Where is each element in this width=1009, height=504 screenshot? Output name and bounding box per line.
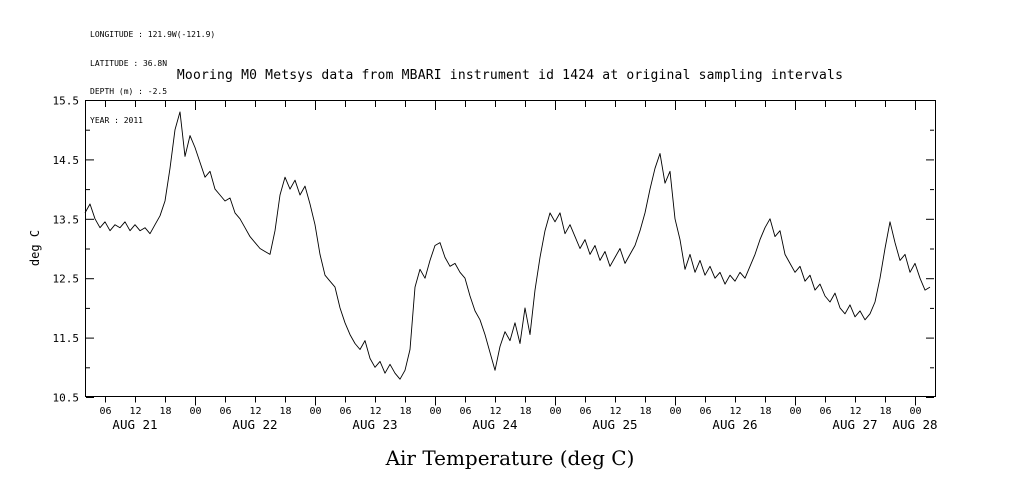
hour-tick-label: 18 — [519, 406, 531, 417]
plot-frame — [85, 100, 936, 397]
day-label: AUG 25 — [592, 417, 637, 432]
metadata-line-latitude: LATITUDE : 36.8N — [90, 58, 168, 68]
y-tick-label: 10.5 — [53, 392, 80, 405]
day-label: AUG 24 — [472, 417, 517, 432]
metadata-line-longitude: LONGITUDE : 121.9W(-121.9) — [90, 30, 216, 39]
metadata-line-year: YEAR : 2011 — [90, 115, 143, 125]
hour-tick-label: 18 — [759, 406, 771, 417]
y-tick-label: 11.5 — [53, 332, 80, 345]
day-label: AUG 28 — [892, 417, 937, 432]
hour-tick-label: 12 — [849, 406, 861, 417]
day-label: AUG 27 — [832, 417, 877, 432]
chart-title: Mooring M0 Metsys data from MBARI instru… — [176, 68, 844, 83]
metadata-line-depth: DEPTH (m) : -2.5 — [90, 87, 168, 96]
hour-tick-label: 06 — [579, 406, 591, 417]
hour-tick-label: 06 — [339, 406, 351, 417]
hour-tick-label: 12 — [609, 406, 621, 417]
y-tick-label: 13.5 — [53, 213, 80, 226]
x-axis-label: Air Temperature (deg C) — [385, 446, 635, 470]
hour-tick-label: 18 — [399, 406, 411, 417]
hour-tick-label: 12 — [249, 406, 261, 417]
hour-tick-label: 00 — [189, 406, 201, 417]
hour-tick-label: 12 — [729, 406, 741, 417]
day-label: AUG 26 — [712, 417, 757, 432]
hour-tick-label: 06 — [459, 406, 471, 417]
hour-tick-label: 12 — [129, 406, 141, 417]
hour-tick-label: 18 — [639, 406, 651, 417]
y-tick-label: 15.5 — [53, 95, 80, 108]
y-tick-label: 14.5 — [53, 154, 80, 167]
hour-tick-label: 18 — [159, 406, 171, 417]
day-label: AUG 23 — [352, 417, 397, 432]
hour-tick-label: 18 — [279, 406, 291, 417]
day-label: AUG 21 — [112, 417, 157, 432]
hour-tick-label: 00 — [549, 406, 561, 417]
hour-tick-label: 06 — [99, 406, 111, 417]
metadata-box: LONGITUDE : 121.9W(-121.9) LATITUDE : 36… — [90, 11, 215, 144]
hour-tick-label: 12 — [369, 406, 381, 417]
hour-tick-label: 00 — [429, 406, 441, 417]
hour-tick-label: 00 — [669, 406, 681, 417]
hour-tick-label: 00 — [789, 406, 801, 417]
y-tick-label: 12.5 — [53, 273, 80, 286]
hour-tick-label: 18 — [879, 406, 891, 417]
hour-tick-label: 06 — [219, 406, 231, 417]
hour-tick-label: 06 — [699, 406, 711, 417]
hour-tick-label: 06 — [819, 406, 831, 417]
hour-tick-label: 12 — [489, 406, 501, 417]
hour-tick-label: 00 — [309, 406, 321, 417]
hour-tick-label: 00 — [909, 406, 921, 417]
day-label: AUG 22 — [232, 417, 277, 432]
temperature-line — [84, 111, 931, 380]
